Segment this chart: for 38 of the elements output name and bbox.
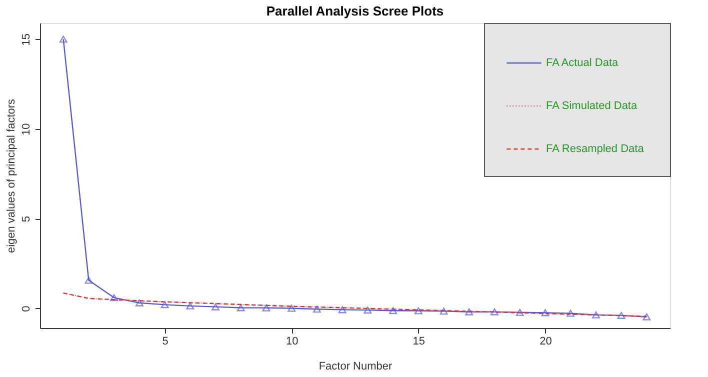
point [135,299,144,306]
legend-label: FA Actual Data [546,57,620,69]
x-tick-label: 20 [540,336,552,348]
point [541,309,550,316]
point [338,306,346,314]
point [212,303,220,310]
point [617,312,626,319]
point [414,307,422,314]
x-tick-label: 15 [412,336,426,348]
point [160,301,169,308]
y-tick-label: 5 [20,216,32,222]
point [59,36,68,43]
x-tick-label: 10 [286,336,298,348]
point [288,304,296,312]
y-tick-label: 10 [20,123,32,136]
point [490,308,498,316]
point [516,308,524,316]
point [313,306,321,313]
legend-label: FA Resampled Data [546,143,645,155]
y-tick-label: 0 [20,306,32,312]
point [440,308,448,315]
point [110,294,118,302]
point [389,307,397,314]
chart-title: Parallel Analysis Scree Plots [266,4,444,18]
point [236,304,245,312]
y-tick-label: 15 [20,34,32,46]
point [262,304,270,312]
point [566,310,575,317]
legend-label: FA Simulated Data [546,100,638,112]
point [186,302,194,310]
point [642,313,651,320]
x-tick-label: 5 [162,336,168,348]
point [364,306,372,314]
y-axis-title: eigen values of principal factors [6,98,18,254]
x-axis-title: Factor Number [318,360,393,372]
point [592,311,600,318]
point [84,276,93,284]
point [465,308,474,316]
